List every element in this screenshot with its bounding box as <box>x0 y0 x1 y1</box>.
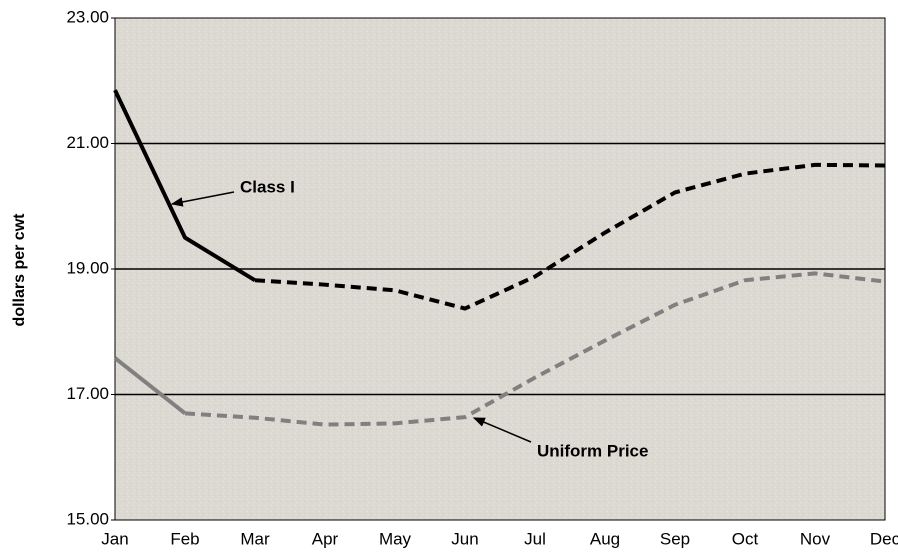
y-tick-label: 19.00 <box>66 258 109 277</box>
x-tick-label: Aug <box>590 529 620 548</box>
x-tick-label: Mar <box>240 529 270 548</box>
annotation-arrow <box>472 417 532 443</box>
y-tick-label: 15.00 <box>66 509 109 528</box>
y-tick-label: 21.00 <box>66 133 109 152</box>
x-tick-label: Jan <box>101 529 128 548</box>
y-axis-label: dollars per cwt <box>11 213 28 327</box>
x-tick-label: Apr <box>312 529 339 548</box>
x-tick-label: Dec <box>870 529 898 548</box>
annotation-arrow <box>170 191 235 207</box>
annotation: Class I <box>240 177 295 196</box>
x-tick-label: May <box>379 529 412 548</box>
line-projected <box>184 271 886 427</box>
y-tick-label: 17.00 <box>66 384 109 403</box>
annotation: Uniform Price <box>537 441 648 460</box>
x-tick-label: Jun <box>451 529 478 548</box>
line-actual <box>113 356 187 415</box>
y-tick-label: 23.00 <box>66 7 109 26</box>
line-actual <box>113 89 257 283</box>
x-tick-label: Oct <box>732 529 759 548</box>
x-tick-label: Feb <box>170 529 199 548</box>
line-projected <box>254 162 886 311</box>
x-tick-label: Sep <box>660 529 690 548</box>
x-tick-label: Jul <box>524 529 546 548</box>
x-tick-label: Nov <box>800 529 831 548</box>
